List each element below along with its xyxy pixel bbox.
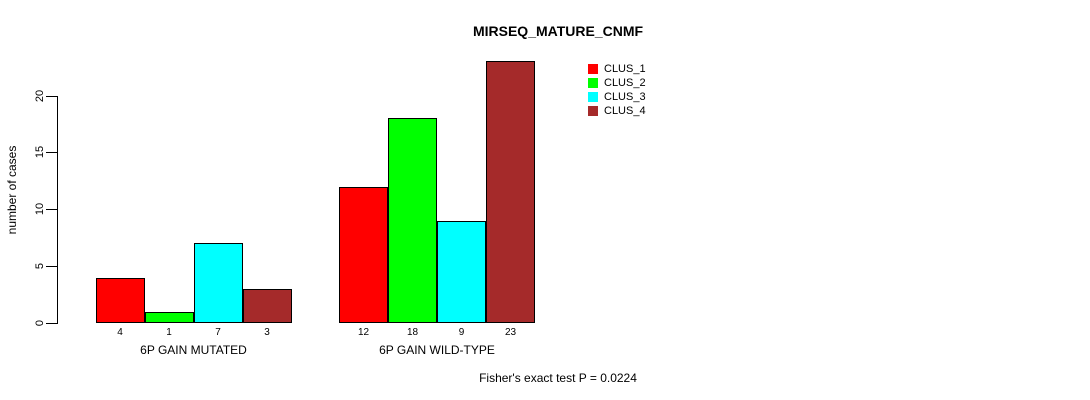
- bar-value-label: 3: [264, 327, 270, 338]
- y-axis-tick-label: 10: [34, 203, 46, 216]
- bar-clus_3-group1: [193, 243, 243, 323]
- y-axis-tick-label: 20: [34, 89, 46, 102]
- y-axis-title: number of cases: [5, 145, 19, 235]
- legend-item: CLUS_2: [588, 76, 646, 90]
- legend: CLUS_1 CLUS_2 CLUS_3 CLUS_4: [588, 62, 646, 118]
- bar-clus_1-group2: [339, 186, 388, 323]
- legend-label: CLUS_1: [604, 63, 646, 75]
- legend-swatch-clus_2: [588, 78, 598, 88]
- bar-clus_3-group2: [437, 220, 486, 323]
- legend-label: CLUS_2: [604, 77, 646, 89]
- legend-swatch-clus_4: [588, 106, 598, 116]
- bar-clus_2-group2: [388, 118, 437, 323]
- legend-swatch-clus_3: [588, 92, 598, 102]
- bar-value-label: 12: [357, 327, 370, 338]
- y-axis-tick: [46, 323, 57, 324]
- y-axis-tick: [46, 266, 57, 268]
- bar-value-label: 23: [504, 327, 517, 338]
- y-axis-tick: [46, 209, 57, 211]
- bar-clus_2-group1: [144, 311, 194, 323]
- group-label: 6P GAIN MUTATED: [140, 343, 247, 357]
- legend-item: CLUS_1: [588, 62, 646, 76]
- y-axis-tick-label: 0: [34, 319, 46, 327]
- legend-item: CLUS_4: [588, 104, 646, 118]
- y-axis-tick: [46, 152, 57, 154]
- legend-label: CLUS_3: [604, 91, 646, 103]
- legend-item: CLUS_3: [588, 90, 646, 104]
- legend-label: CLUS_4: [604, 105, 646, 117]
- chart-title: MIRSEQ_MATURE_CNMF: [472, 23, 644, 39]
- bar-clus_1-group1: [95, 277, 145, 323]
- y-axis-line: [57, 95, 58, 324]
- y-axis-tick: [46, 95, 57, 97]
- y-axis-tick-label: 15: [34, 146, 46, 159]
- annotation-text: Fisher's exact test P = 0.0224: [479, 371, 637, 385]
- y-axis-tick-label: 5: [34, 263, 46, 270]
- group-label: 6P GAIN WILD-TYPE: [379, 343, 495, 357]
- bar-value-label: 7: [215, 327, 221, 338]
- bar-value-label: 9: [458, 327, 465, 338]
- bar-value-label: 18: [406, 327, 419, 338]
- bar-value-label: 4: [117, 327, 123, 338]
- bar-clus_4-group1: [242, 288, 292, 323]
- legend-swatch-clus_1: [588, 64, 598, 74]
- bar-clus_4-group2: [486, 61, 535, 323]
- bar-value-label: 1: [166, 327, 172, 338]
